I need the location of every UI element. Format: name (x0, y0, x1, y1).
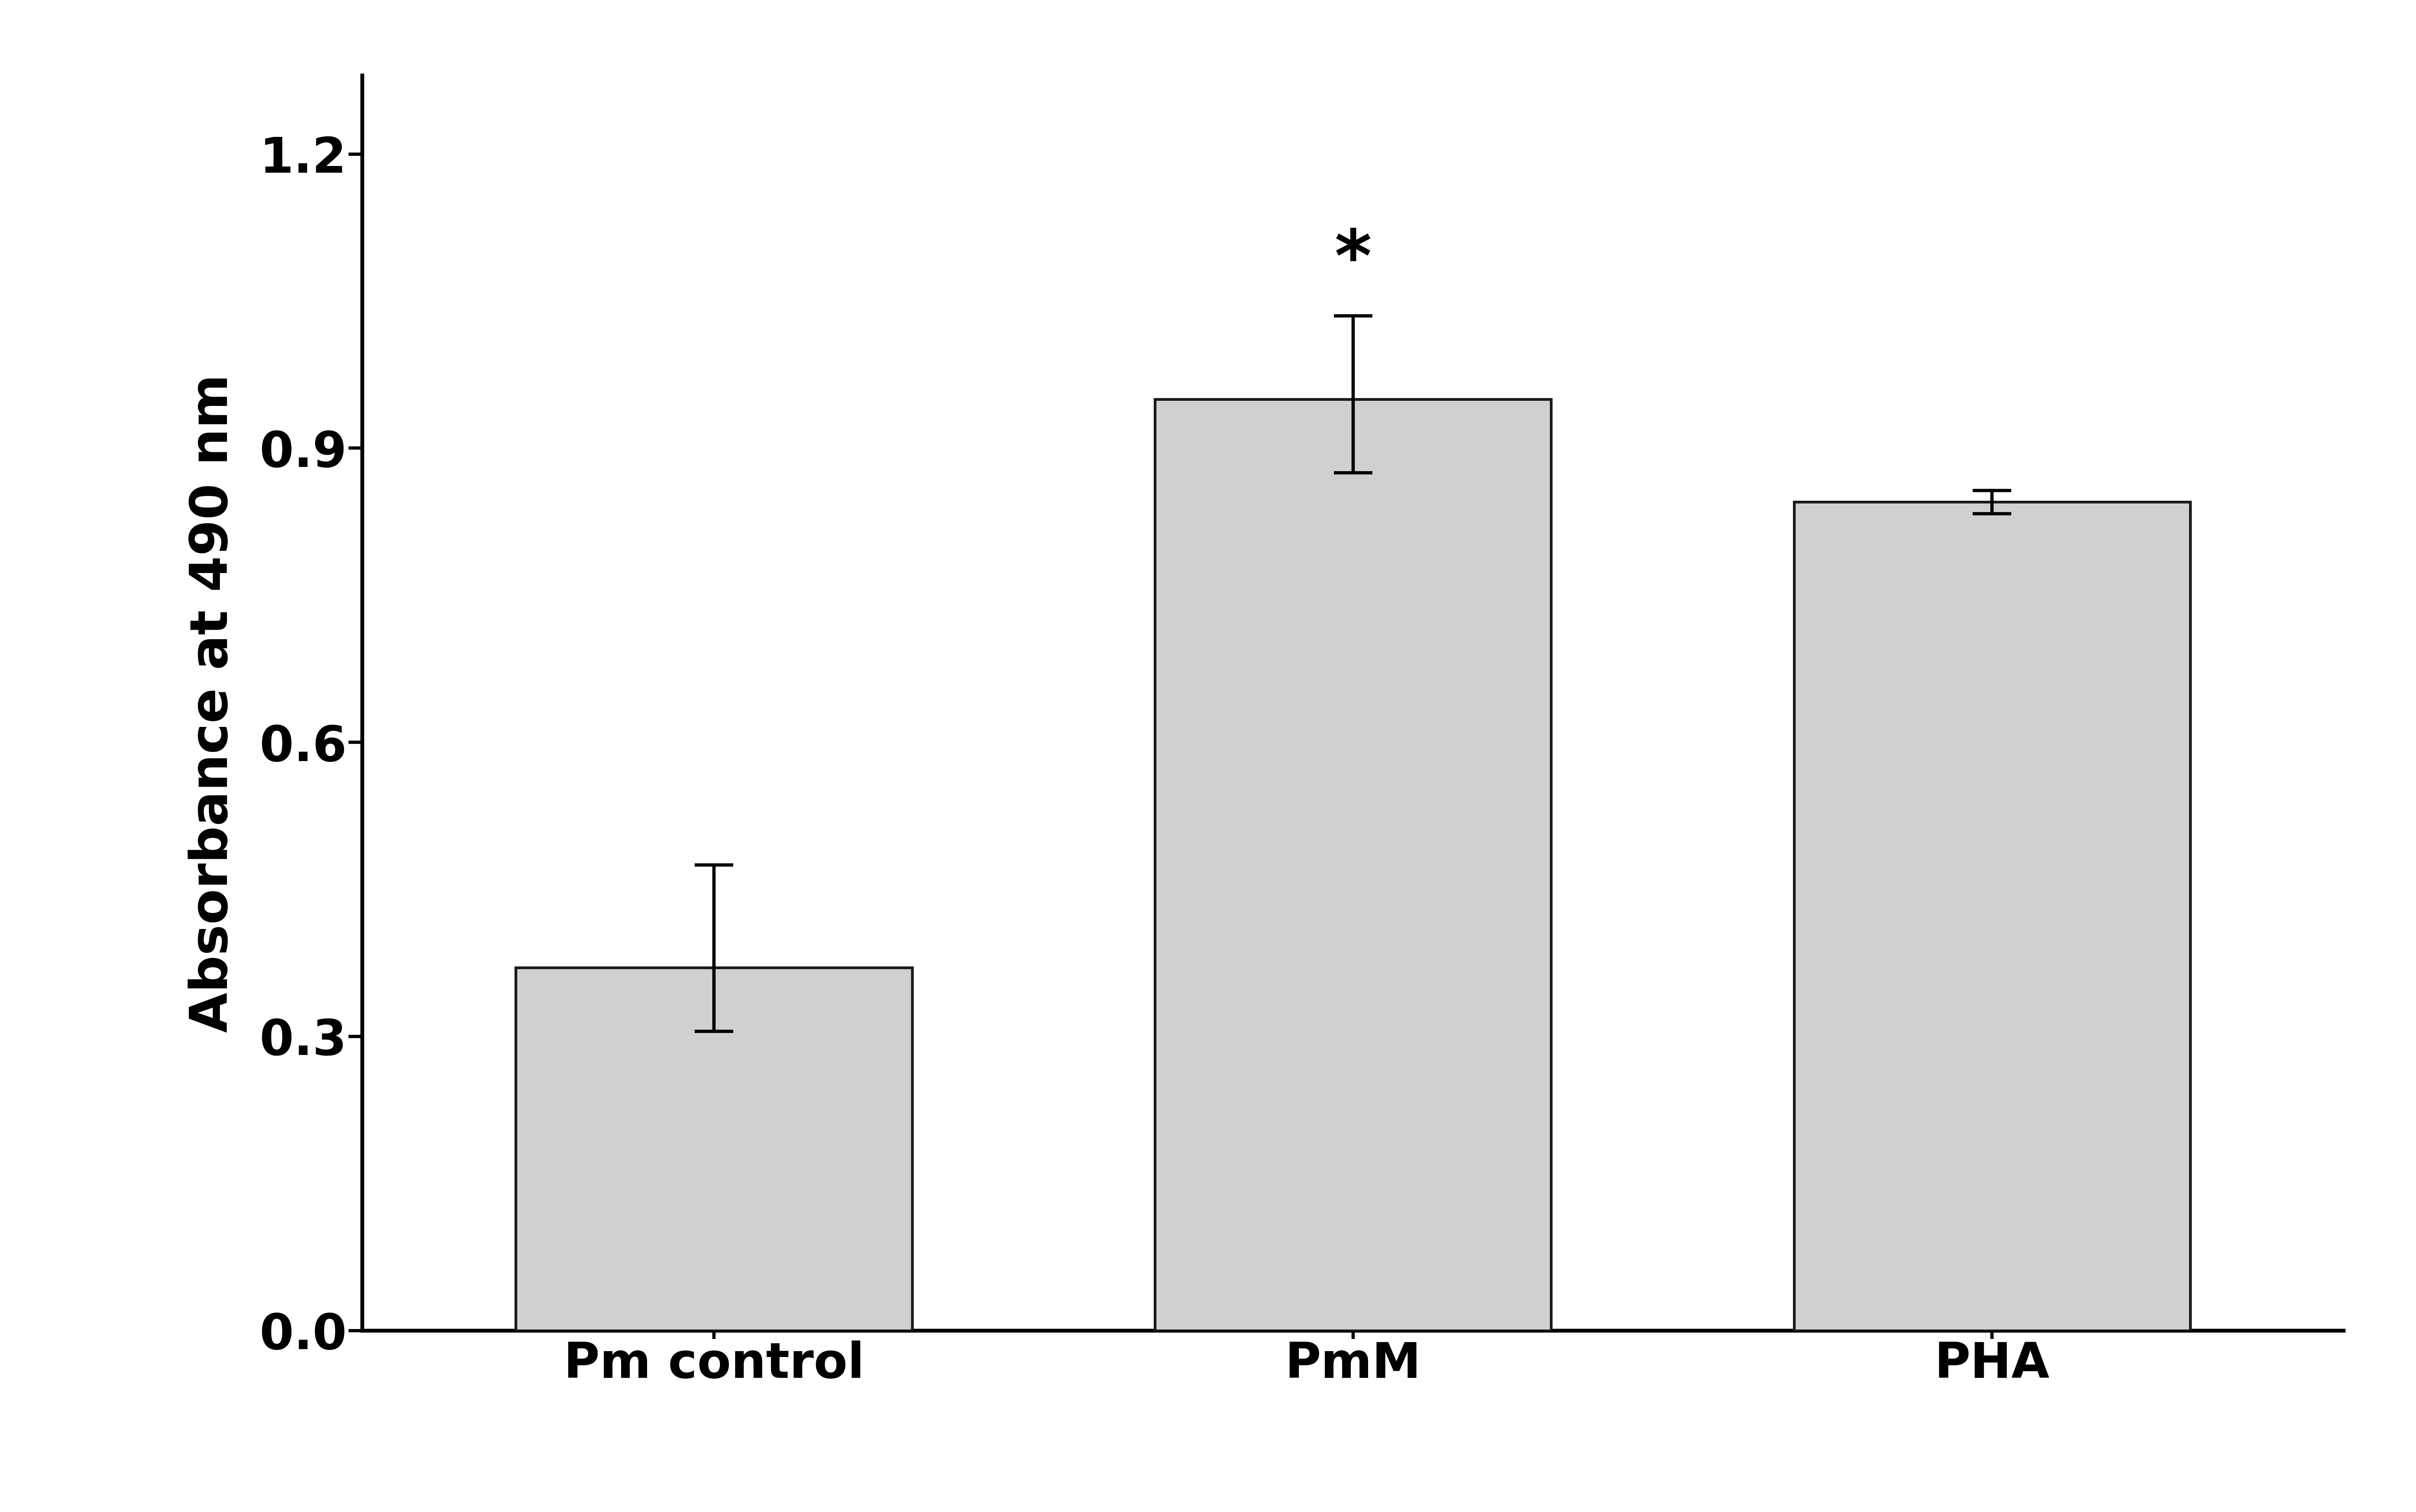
Bar (515, 968, 911, 1331)
Bar (1795, 502, 2191, 1331)
Y-axis label: Absorbance at 490 nm: Absorbance at 490 nm (188, 373, 237, 1033)
Bar (1155, 399, 1551, 1331)
Text: *: * (1334, 227, 1372, 296)
